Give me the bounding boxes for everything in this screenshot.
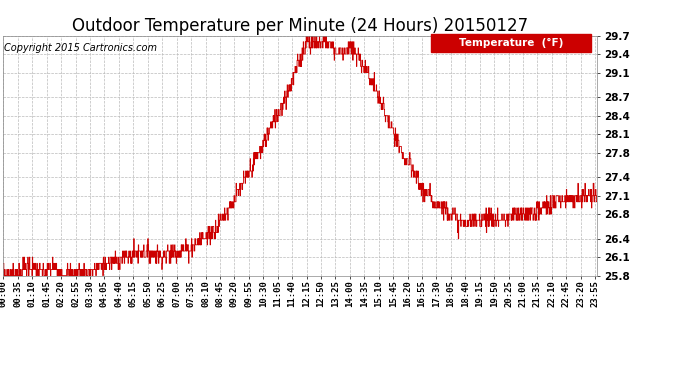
Text: Copyright 2015 Cartronics.com: Copyright 2015 Cartronics.com	[4, 43, 157, 53]
Title: Outdoor Temperature per Minute (24 Hours) 20150127: Outdoor Temperature per Minute (24 Hours…	[72, 18, 529, 36]
Text: Temperature  (°F): Temperature (°F)	[459, 38, 563, 48]
Bar	[431, 34, 591, 53]
